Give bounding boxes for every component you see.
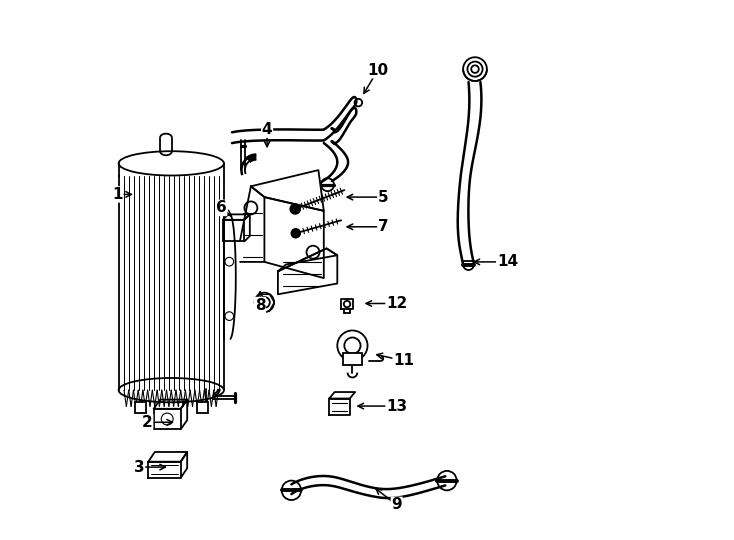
Text: 8: 8 — [255, 298, 266, 313]
Text: 3: 3 — [134, 460, 145, 475]
Text: 10: 10 — [367, 63, 388, 78]
Circle shape — [291, 204, 300, 214]
Text: 2: 2 — [142, 415, 153, 430]
Text: 12: 12 — [386, 296, 407, 311]
Text: 14: 14 — [497, 254, 518, 269]
Text: 4: 4 — [262, 122, 272, 137]
Bar — [344, 353, 362, 364]
Bar — [135, 402, 145, 413]
Circle shape — [291, 229, 300, 238]
Text: 6: 6 — [216, 200, 227, 215]
Text: 13: 13 — [386, 399, 407, 414]
Text: 11: 11 — [393, 353, 414, 368]
Text: 1: 1 — [112, 187, 123, 202]
Text: 5: 5 — [378, 190, 388, 205]
Text: 7: 7 — [378, 219, 388, 234]
Text: 9: 9 — [391, 497, 402, 512]
Bar — [197, 402, 208, 413]
